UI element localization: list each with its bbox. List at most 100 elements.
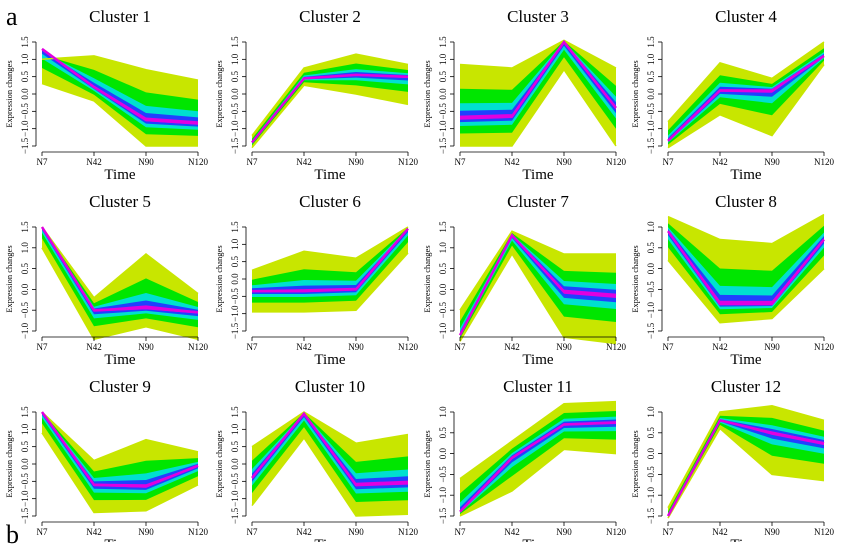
cluster-center-line xyxy=(40,226,199,314)
expression-band-3 xyxy=(668,52,824,143)
x-axis-label: Time xyxy=(522,537,553,542)
x-axis-label: Time xyxy=(730,167,761,183)
x-tick-label: N90 xyxy=(764,342,780,352)
upper-envelope-line xyxy=(251,53,409,137)
upper-envelope-line xyxy=(41,55,199,81)
x-tick-label: N90 xyxy=(556,342,572,352)
expression-band-3 xyxy=(42,51,198,130)
y-axis-label: Expression changes xyxy=(4,245,14,312)
cluster-panel-3: Cluster 3 −1.5−1.0−0.5 0.0 0.5 1.0 1.5 Express… xyxy=(422,7,626,183)
expression-band-3 xyxy=(252,413,408,494)
y-tick-label: −1.0 xyxy=(438,120,448,137)
x-tick-label: N7 xyxy=(455,157,466,167)
expression-band-3 xyxy=(42,412,198,494)
x-tick-label: N90 xyxy=(764,527,780,537)
cluster-center-line xyxy=(458,233,617,336)
y-tick-label: −1.0 xyxy=(646,120,656,137)
y-tick-label: 0.0 xyxy=(230,458,240,470)
x-axis-label: Time xyxy=(730,537,761,542)
upper-envelope-line xyxy=(251,226,409,272)
y-tick-label: 1.5 xyxy=(646,36,656,48)
x-tick-label: N42 xyxy=(712,342,728,352)
x-tick-label: N7 xyxy=(247,342,258,352)
y-tick-label: −1.5 xyxy=(646,322,656,339)
x-tick-label: N120 xyxy=(398,157,418,167)
y-tick-label: 0.0 xyxy=(230,273,240,285)
y-tick-label: −1.0 xyxy=(230,305,240,322)
upper-envelope-line xyxy=(667,213,825,245)
x-tick-label: N120 xyxy=(188,342,208,352)
x-axis-label: Time xyxy=(314,352,345,368)
y-tick-label: 0.0 xyxy=(20,458,30,470)
y-tick-label: 1.5 xyxy=(230,221,240,233)
cluster-panel-5: Cluster 5 −1.0 −0.5 0.0 0.5 1.0 1.5 Expression … xyxy=(4,192,208,368)
y-tick-label: 0.0 xyxy=(438,447,448,459)
cluster-center-line xyxy=(41,47,199,125)
cluster-panel-8: Cluster 8 −1.5 −1.0 −0.5 0.0 0.5 1.0 Expression… xyxy=(630,192,834,368)
expression-band-2 xyxy=(460,411,616,515)
y-tick-label: 0.5 xyxy=(20,262,30,274)
x-tick-label: N90 xyxy=(556,157,572,167)
lower-envelope-line xyxy=(251,84,409,149)
upper-envelope-line xyxy=(41,411,199,462)
y-axis-label: Expression changes xyxy=(422,245,432,312)
x-tick-label: N42 xyxy=(296,157,312,167)
y-tick-label: −1.5 xyxy=(438,507,448,524)
x-tick-label: N42 xyxy=(296,527,312,537)
y-tick-label: −1.5 xyxy=(438,137,448,154)
y-tick-label: −0.5 xyxy=(20,103,30,120)
x-tick-label: N42 xyxy=(86,157,102,167)
cluster-title: Cluster 8 xyxy=(715,192,777,211)
y-tick-label: −1.0 xyxy=(20,490,30,507)
y-tick-label: 0.0 xyxy=(20,88,30,100)
cluster-panel-6: Cluster 6 −1.5−1.0−0.5 0.0 0.5 1.0 1.5 Express… xyxy=(214,192,418,368)
x-axis-label: Time xyxy=(104,537,135,542)
x-tick-label: N42 xyxy=(712,157,728,167)
cluster-center-line xyxy=(666,230,825,306)
cluster-panel-4: Cluster 4 −1.5−1.0−0.5 0.0 0.5 1.0 1.5 Express… xyxy=(630,7,834,183)
y-tick-label: 1.0 xyxy=(20,242,30,254)
y-tick-label: 1.0 xyxy=(20,53,30,65)
x-tick-label: N120 xyxy=(606,342,626,352)
y-tick-label: 0.5 xyxy=(20,441,30,453)
cluster-center-line xyxy=(459,39,617,120)
x-tick-label: N90 xyxy=(138,342,154,352)
x-tick-label: N42 xyxy=(504,157,520,167)
lower-envelope-line xyxy=(41,247,199,341)
cluster-title: Cluster 7 xyxy=(507,192,569,211)
cluster-panel-2: Cluster 2 −1.5−1.0−0.5 0.0 0.5 1.0 1.5 Express… xyxy=(214,7,418,183)
y-tick-label: 0.0 xyxy=(230,88,240,100)
x-tick-label: N7 xyxy=(663,527,674,537)
y-tick-label: 1.0 xyxy=(438,406,448,418)
y-tick-label: 1.0 xyxy=(230,53,240,65)
y-tick-label: −0.5 xyxy=(438,103,448,120)
expression-band-4 xyxy=(252,72,408,144)
x-tick-label: N90 xyxy=(556,527,572,537)
x-tick-label: N90 xyxy=(348,157,364,167)
y-tick-label: 1.5 xyxy=(438,221,448,233)
x-axis-label: Time xyxy=(522,167,553,183)
y-tick-label: 1.0 xyxy=(230,423,240,435)
y-tick-label: −1.0 xyxy=(438,322,448,339)
cluster-center-line xyxy=(252,227,409,293)
expression-band-3 xyxy=(42,227,198,320)
cluster-title: Cluster 12 xyxy=(711,377,781,396)
x-axis-label: Time xyxy=(730,352,761,368)
lower-envelope-line xyxy=(251,436,409,517)
x-tick-label: N120 xyxy=(606,527,626,537)
y-tick-label: 0.0 xyxy=(646,88,656,100)
lower-envelope-line xyxy=(459,448,617,517)
x-tick-label: N7 xyxy=(37,342,48,352)
y-tick-label: −1.5 xyxy=(230,507,240,524)
x-tick-label: N7 xyxy=(37,527,48,537)
cluster-title: Cluster 3 xyxy=(507,7,569,26)
cluster-panel-11: Cluster 11 −1.5 −1.0 −0.5 0.0 0.5 1.0 Expressio… xyxy=(422,377,626,542)
x-tick-label: N42 xyxy=(504,527,520,537)
cluster-title: Cluster 6 xyxy=(299,192,361,211)
x-axis-label: Time xyxy=(522,352,553,368)
x-tick-label: N7 xyxy=(247,157,258,167)
cluster-title: Cluster 5 xyxy=(89,192,151,211)
y-tick-label: 1.0 xyxy=(646,406,656,418)
lower-envelope-line xyxy=(667,64,825,149)
